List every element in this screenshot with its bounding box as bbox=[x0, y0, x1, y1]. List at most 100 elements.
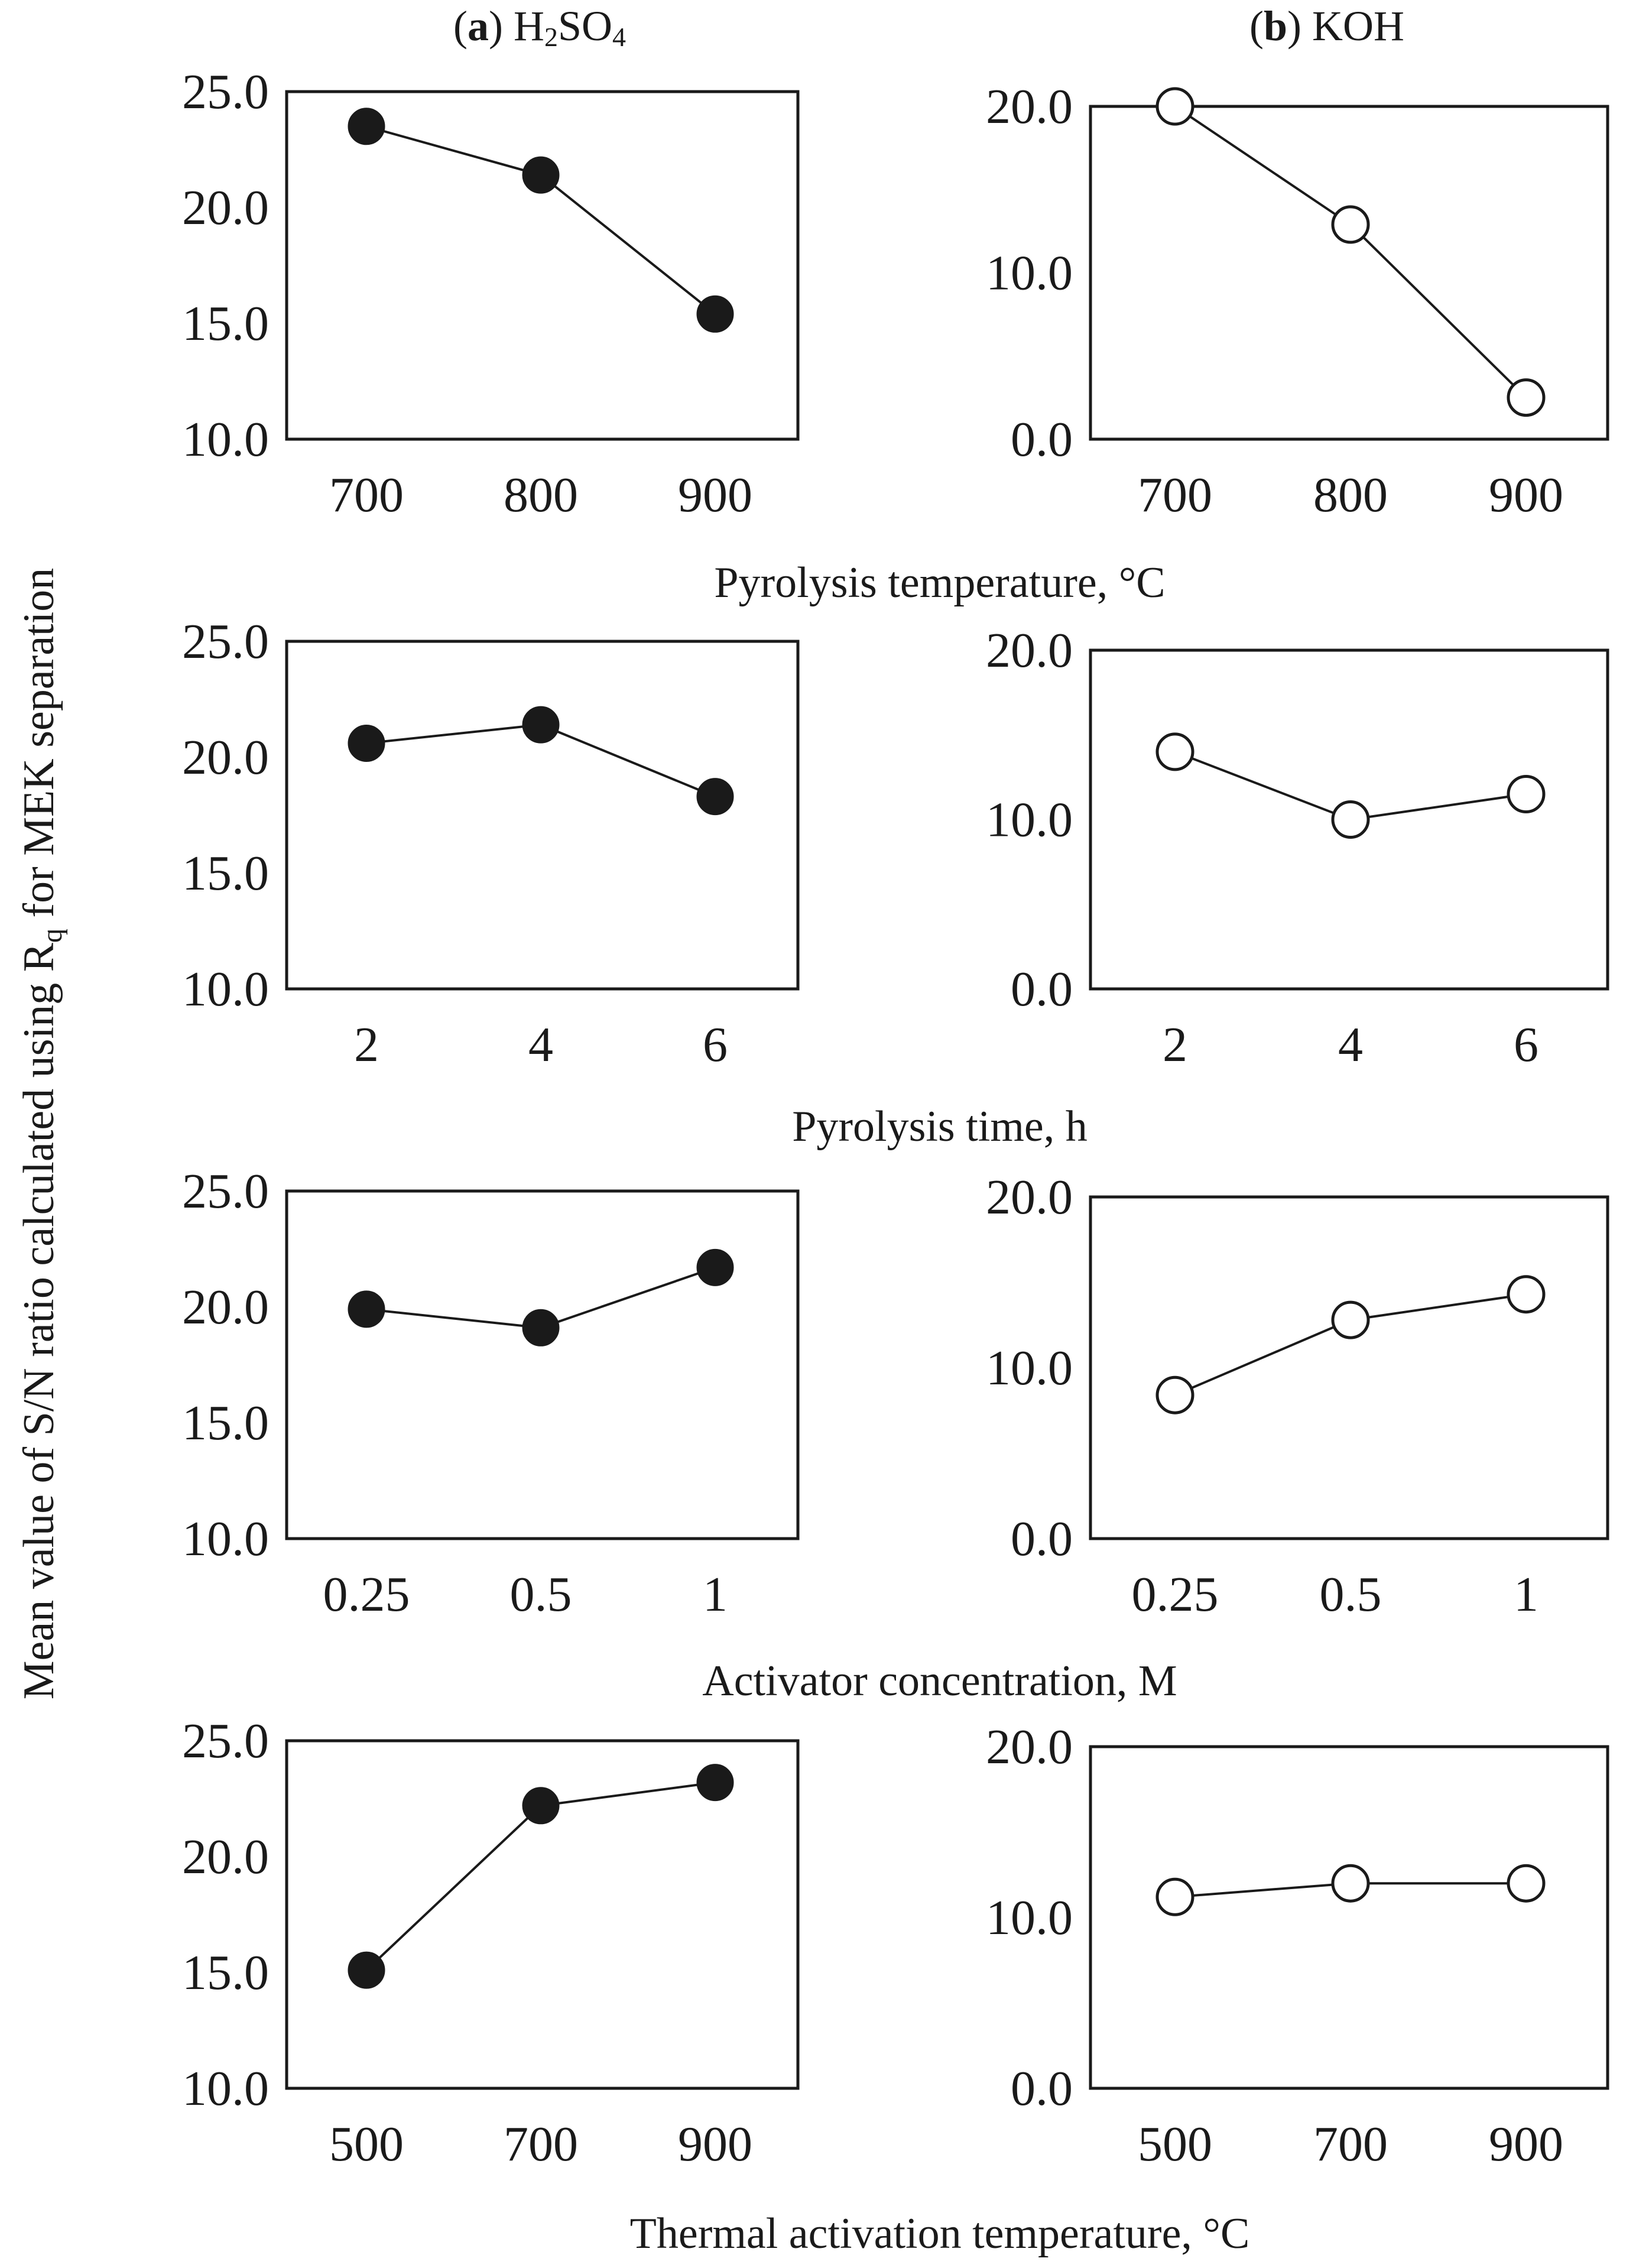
series-line bbox=[366, 125, 716, 315]
panel-a-thermal-activation-temperature: 10.0 15.0 20.0 25.0 500 700 900 bbox=[182, 1714, 800, 2172]
y-tick-label-20-0: 20.0 bbox=[182, 730, 269, 785]
x-tick-label-6: 6 bbox=[1514, 1017, 1538, 1072]
y-tick-label-20-0: 20.0 bbox=[986, 79, 1073, 134]
y-tick-label-25-0: 25.0 bbox=[182, 1164, 269, 1219]
x-tick-label-1: 1 bbox=[703, 1567, 728, 1622]
x-tick-label-800: 800 bbox=[504, 468, 578, 523]
y-tick-label-20-0: 20.0 bbox=[986, 1719, 1073, 1774]
x-tick-label-2: 2 bbox=[354, 1017, 379, 1072]
data-point-500 bbox=[1155, 1877, 1194, 1916]
y-tick-label-15-0: 15.0 bbox=[182, 1945, 269, 2000]
y-tick-label-15-0: 15.0 bbox=[182, 296, 269, 351]
x-tick-label-900: 900 bbox=[1489, 2117, 1563, 2172]
x-tick-label-4: 4 bbox=[1338, 1017, 1363, 1072]
x-tick-label-700: 700 bbox=[329, 468, 404, 523]
x-tick-label-700: 700 bbox=[1138, 468, 1212, 523]
y-tick-label-15-0: 15.0 bbox=[182, 846, 269, 901]
y-tick-label-0-0: 0.0 bbox=[1011, 962, 1073, 1017]
panel-b-pyrolysis-temperature: 0.0 10.0 20.0 700 800 900 bbox=[986, 79, 1609, 523]
x-tick-label-500: 500 bbox=[329, 2117, 404, 2172]
x-tick-label-700: 700 bbox=[1313, 2117, 1388, 2172]
data-point-2 bbox=[348, 725, 385, 762]
x-tick-label-900: 900 bbox=[1489, 468, 1563, 523]
x-tick-label-500: 500 bbox=[1138, 2117, 1212, 2172]
data-point-6 bbox=[696, 778, 734, 816]
panel-a-pyrolysis-time: 10.0 15.0 20.0 25.0 2 4 6 bbox=[182, 614, 800, 1072]
x-tick-label-900: 900 bbox=[678, 2117, 752, 2172]
x-tick-label-0-5: 0.5 bbox=[1320, 1567, 1382, 1622]
y-tick-label-20-0: 20.0 bbox=[986, 623, 1073, 678]
y-tick-label-20-0: 20.0 bbox=[182, 1280, 269, 1335]
x-tick-label-900: 900 bbox=[678, 468, 752, 523]
y-tick-label-25-0: 25.0 bbox=[182, 64, 269, 119]
plot-frame bbox=[1089, 105, 1609, 441]
plot-frame bbox=[285, 90, 800, 441]
data-point-500 bbox=[348, 1951, 385, 1989]
y-tick-label-20-0: 20.0 bbox=[182, 180, 269, 235]
data-point-900 bbox=[696, 295, 734, 333]
y-axis-label: Mean value of S/N ratio calculated using… bbox=[15, 568, 68, 1700]
data-point-900 bbox=[696, 1764, 734, 1802]
plot-frame bbox=[285, 1189, 800, 1540]
plot-frame bbox=[285, 640, 800, 991]
x-tick-label-800: 800 bbox=[1313, 468, 1388, 523]
data-point-1 bbox=[696, 1248, 734, 1286]
data-point-800 bbox=[1331, 205, 1370, 244]
y-tick-label-15-0: 15.0 bbox=[182, 1396, 269, 1451]
y-tick-label-10-0: 10.0 bbox=[986, 1341, 1073, 1396]
x-tick-label-0-25: 0.25 bbox=[1132, 1567, 1219, 1622]
panel-b-thermal-activation-temperature: 0.0 10.0 20.0 500 700 900 bbox=[986, 1719, 1609, 2172]
data-point-1 bbox=[1507, 1275, 1546, 1314]
data-point-700 bbox=[1155, 87, 1194, 126]
column-heading-b: (b) KOH bbox=[1249, 2, 1404, 50]
data-point-0-25 bbox=[348, 1290, 385, 1328]
data-point-700 bbox=[522, 1787, 560, 1825]
y-tick-label-10-0: 10.0 bbox=[182, 1511, 269, 1566]
data-point-0-5 bbox=[1331, 1300, 1370, 1339]
y-tick-label-10-0: 10.0 bbox=[182, 962, 269, 1017]
column-heading-a: (a) H2SO4 bbox=[453, 2, 626, 52]
data-point-4 bbox=[1331, 800, 1370, 839]
series-line bbox=[1174, 105, 1527, 399]
y-tick-label-0-0: 0.0 bbox=[1011, 2061, 1073, 2116]
data-point-700 bbox=[348, 108, 385, 145]
y-tick-label-10-0: 10.0 bbox=[182, 2061, 269, 2116]
plot-frame bbox=[1089, 648, 1609, 991]
y-tick-label-0-0: 0.0 bbox=[1011, 412, 1073, 467]
y-tick-label-10-0: 10.0 bbox=[986, 246, 1073, 301]
y-tick-label-20-0: 20.0 bbox=[986, 1170, 1073, 1225]
y-tick-label-10-0: 10.0 bbox=[182, 412, 269, 467]
plot-frame bbox=[1089, 1745, 1609, 2090]
x-tick-label-4: 4 bbox=[528, 1017, 553, 1072]
x-axis-title-activator-concentration: Activator concentration, M bbox=[702, 1657, 1177, 1705]
x-axis-title-pyrolysis-temperature: Pyrolysis temperature, °C bbox=[714, 559, 1165, 607]
data-point-2 bbox=[1155, 732, 1194, 771]
y-tick-label-25-0: 25.0 bbox=[182, 1714, 269, 1769]
y-tick-label-10-0: 10.0 bbox=[986, 1890, 1073, 1945]
x-tick-label-700: 700 bbox=[504, 2117, 578, 2172]
plot-frame bbox=[1089, 1195, 1609, 1540]
data-point-6 bbox=[1507, 775, 1546, 813]
data-point-700 bbox=[1331, 1864, 1370, 1903]
data-point-800 bbox=[522, 156, 560, 194]
data-point-900 bbox=[1507, 378, 1546, 417]
data-point-0-25 bbox=[1155, 1375, 1194, 1414]
data-point-0-5 bbox=[522, 1309, 560, 1346]
data-point-900 bbox=[1507, 1864, 1546, 1903]
y-tick-label-25-0: 25.0 bbox=[182, 614, 269, 669]
panel-a-pyrolysis-temperature: 10.0 15.0 20.0 25.0 700 800 900 bbox=[182, 64, 800, 523]
y-tick-label-0-0: 0.0 bbox=[1011, 1511, 1073, 1566]
panel-a-activator-concentration: 10.0 15.0 20.0 25.0 0.25 0.5 1 bbox=[182, 1164, 800, 1622]
y-tick-label-20-0: 20.0 bbox=[182, 1829, 269, 1884]
plot-frame bbox=[285, 1739, 800, 2090]
x-tick-label-0-5: 0.5 bbox=[510, 1567, 572, 1622]
x-axis-title-pyrolysis-time: Pyrolysis time, h bbox=[792, 1102, 1088, 1151]
x-tick-label-6: 6 bbox=[703, 1017, 728, 1072]
data-point-4 bbox=[522, 706, 560, 744]
x-tick-label-2: 2 bbox=[1163, 1017, 1187, 1072]
y-tick-label-10-0: 10.0 bbox=[986, 793, 1073, 848]
x-tick-label-1: 1 bbox=[1514, 1567, 1538, 1622]
x-tick-label-0-25: 0.25 bbox=[323, 1567, 410, 1622]
x-axis-title-thermal-activation-temperature: Thermal activation temperature, °C bbox=[630, 2209, 1250, 2258]
